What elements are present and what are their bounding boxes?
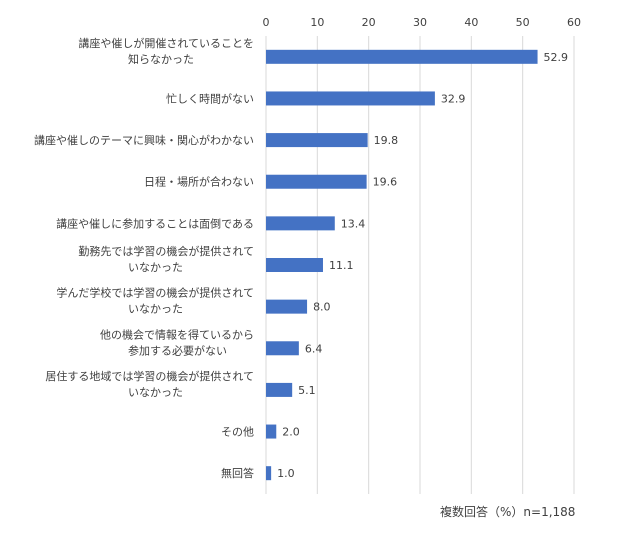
category-label: その他 <box>221 426 254 439</box>
data-label: 13.4 <box>341 217 366 230</box>
category-label: 講座や催しが開催されていることを <box>78 36 254 50</box>
bar <box>266 174 367 189</box>
category-label: 居住する地域では学習の機会が提供されて <box>45 369 254 383</box>
x-tick-label: 30 <box>413 16 427 29</box>
data-label: 8.0 <box>313 301 331 314</box>
bar <box>266 299 308 314</box>
bar <box>266 258 323 272</box>
bar <box>266 424 277 439</box>
x-tick-label: 50 <box>516 16 530 29</box>
category-label: 知らなかった <box>128 52 194 66</box>
category-label: いなかった <box>128 386 183 399</box>
data-label: 6.4 <box>305 342 323 355</box>
data-label: 52.9 <box>544 51 569 64</box>
bar <box>266 49 538 64</box>
category-label: 講座や催しに参加することは面倒である <box>56 216 254 230</box>
data-label: 19.6 <box>373 176 398 189</box>
category-label: 無回答 <box>221 466 254 480</box>
category-label: 学んだ学校では学習の機会が提供されて <box>56 286 254 300</box>
category-label: 参加する必要がない <box>128 343 227 357</box>
bar <box>266 216 335 231</box>
x-tick-label: 40 <box>464 16 478 29</box>
category-label: いなかった <box>128 261 183 274</box>
data-label: 2.0 <box>282 426 300 439</box>
x-tick-label: 60 <box>567 16 581 29</box>
category-label: 忙しく時間がない <box>166 91 254 105</box>
category-label: 他の機会で情報を得ているから <box>100 327 254 341</box>
category-label: 勤務先では学習の機会が提供されて <box>78 244 254 258</box>
x-tick-label: 20 <box>362 16 376 29</box>
data-label: 1.0 <box>277 467 295 480</box>
bar <box>266 341 299 356</box>
category-label: 講座や催しのテーマに興味・関心がわかない <box>34 133 254 147</box>
data-label: 32.9 <box>441 92 466 105</box>
data-label: 5.1 <box>298 384 316 397</box>
bar <box>266 466 272 481</box>
bar <box>266 382 293 397</box>
category-label: 日程・場所が合わない <box>144 175 254 189</box>
data-label: 19.8 <box>374 134 399 147</box>
x-tick-label: 10 <box>310 16 324 29</box>
category-label: いなかった <box>128 303 183 316</box>
footnote: 複数回答（%）n=1,188 <box>440 505 576 519</box>
x-tick-label: 0 <box>263 16 270 29</box>
bar <box>266 91 435 106</box>
data-label: 11.1 <box>329 259 354 272</box>
bar <box>266 133 368 148</box>
